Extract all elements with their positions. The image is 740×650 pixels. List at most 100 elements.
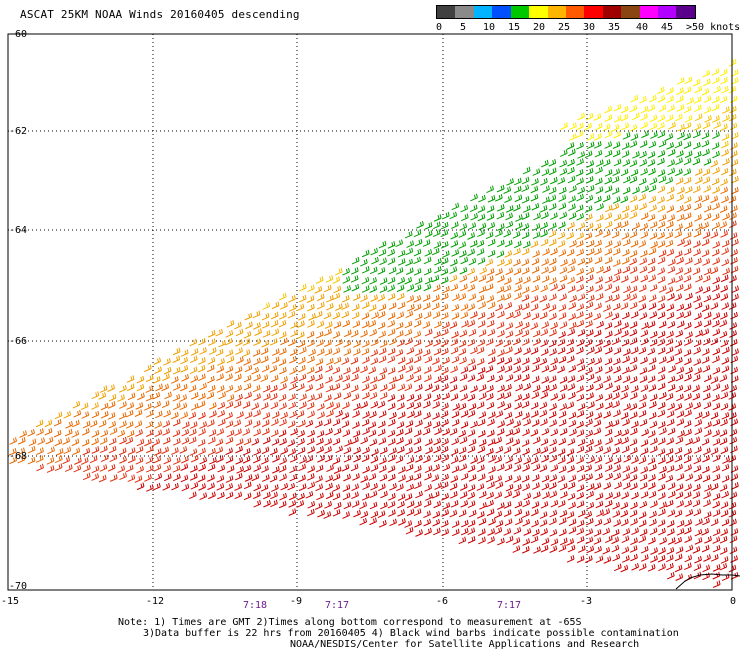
wind-barb	[434, 427, 442, 436]
wind-barb	[632, 112, 640, 121]
wind-barb	[299, 283, 307, 292]
wind-barb	[485, 474, 494, 483]
wind-barb	[476, 373, 485, 382]
wind-barb	[559, 528, 567, 537]
wind-barb	[450, 221, 459, 229]
wind-barb	[515, 517, 523, 526]
wind-barb	[270, 311, 279, 320]
wind-barb	[488, 411, 496, 419]
wind-barb	[694, 528, 703, 537]
wind-barb	[198, 337, 206, 346]
wind-barb	[405, 258, 414, 267]
wind-barb	[530, 535, 539, 544]
wind-barb	[630, 311, 639, 319]
wind-barb	[505, 483, 514, 492]
wind-barb	[413, 394, 422, 402]
wind-barb	[522, 546, 530, 554]
wind-barb	[594, 357, 603, 365]
wind-barb	[684, 357, 692, 366]
wind-barb	[522, 499, 530, 508]
wind-barb	[531, 519, 539, 528]
wind-barb	[342, 267, 350, 276]
wind-barb	[225, 373, 233, 381]
wind-barb	[522, 483, 530, 492]
wind-barb	[548, 238, 557, 247]
wind-barb	[712, 319, 720, 328]
colorbar-label: 45	[661, 22, 674, 33]
wind-barb	[587, 346, 595, 355]
wind-barb	[675, 267, 684, 275]
wind-barb	[289, 410, 297, 419]
wind-barb	[621, 256, 630, 265]
wind-barb	[585, 517, 594, 526]
wind-barb	[533, 491, 541, 499]
wind-barb	[496, 184, 505, 193]
wind-barb	[272, 455, 280, 463]
wind-barb	[722, 212, 730, 221]
wind-barb	[108, 420, 117, 429]
wind-barb	[413, 429, 422, 438]
wind-barb	[720, 230, 728, 238]
wind-barb	[460, 500, 469, 508]
wind-barb	[531, 178, 539, 186]
wind-barb	[470, 311, 478, 319]
wind-barb	[558, 465, 567, 474]
wind-barb	[576, 445, 585, 454]
wind-barb	[658, 492, 666, 500]
wind-barb	[629, 364, 638, 373]
wind-barb	[485, 365, 494, 373]
wind-barb	[719, 374, 728, 382]
wind-barb	[125, 421, 134, 429]
wind-barb	[478, 329, 487, 337]
wind-barb	[387, 292, 396, 301]
wind-barb	[683, 239, 692, 248]
wind-barb	[638, 295, 647, 303]
wind-barb	[548, 446, 557, 455]
wind-barb	[370, 455, 379, 464]
wind-barb	[153, 400, 161, 409]
wind-barb	[361, 347, 370, 356]
wind-barb	[712, 150, 720, 159]
wind-barb	[548, 194, 557, 203]
wind-barb	[470, 420, 478, 429]
wind-barb	[630, 537, 638, 546]
wind-barb	[666, 562, 674, 571]
wind-barb	[154, 366, 162, 374]
wind-barb	[441, 492, 449, 501]
wind-barb	[685, 402, 693, 411]
wind-barb	[269, 474, 278, 483]
wind-barb	[405, 463, 414, 472]
wind-barb	[467, 445, 476, 454]
wind-barb	[522, 412, 530, 420]
wind-barb	[612, 293, 620, 302]
wind-barb	[432, 510, 441, 519]
wind-barb	[451, 465, 460, 474]
wind-barb	[440, 257, 449, 265]
wind-barb	[225, 337, 233, 346]
wind-barb	[127, 455, 136, 464]
wind-barb	[521, 329, 530, 338]
wind-barb	[685, 509, 694, 517]
wind-barb	[216, 373, 224, 381]
wind-barb	[388, 266, 397, 275]
wind-barb	[605, 421, 613, 429]
wind-barb	[676, 256, 684, 265]
wind-barb	[432, 401, 440, 409]
wind-barb	[442, 250, 450, 258]
wind-barb	[683, 86, 692, 95]
wind-barb	[595, 166, 603, 175]
wind-barb	[594, 247, 602, 256]
wind-barb	[458, 454, 467, 463]
wind-barb	[207, 384, 216, 393]
wind-barb	[361, 454, 370, 463]
wind-barb	[442, 357, 450, 365]
wind-barb	[622, 465, 631, 473]
wind-barb	[729, 338, 738, 347]
wind-barb	[413, 330, 422, 339]
wind-barb	[378, 248, 387, 257]
wind-barb	[523, 311, 531, 320]
wind-barb	[387, 465, 396, 473]
wind-barb	[629, 211, 638, 220]
wind-barb	[684, 373, 692, 382]
wind-barb	[620, 113, 629, 122]
